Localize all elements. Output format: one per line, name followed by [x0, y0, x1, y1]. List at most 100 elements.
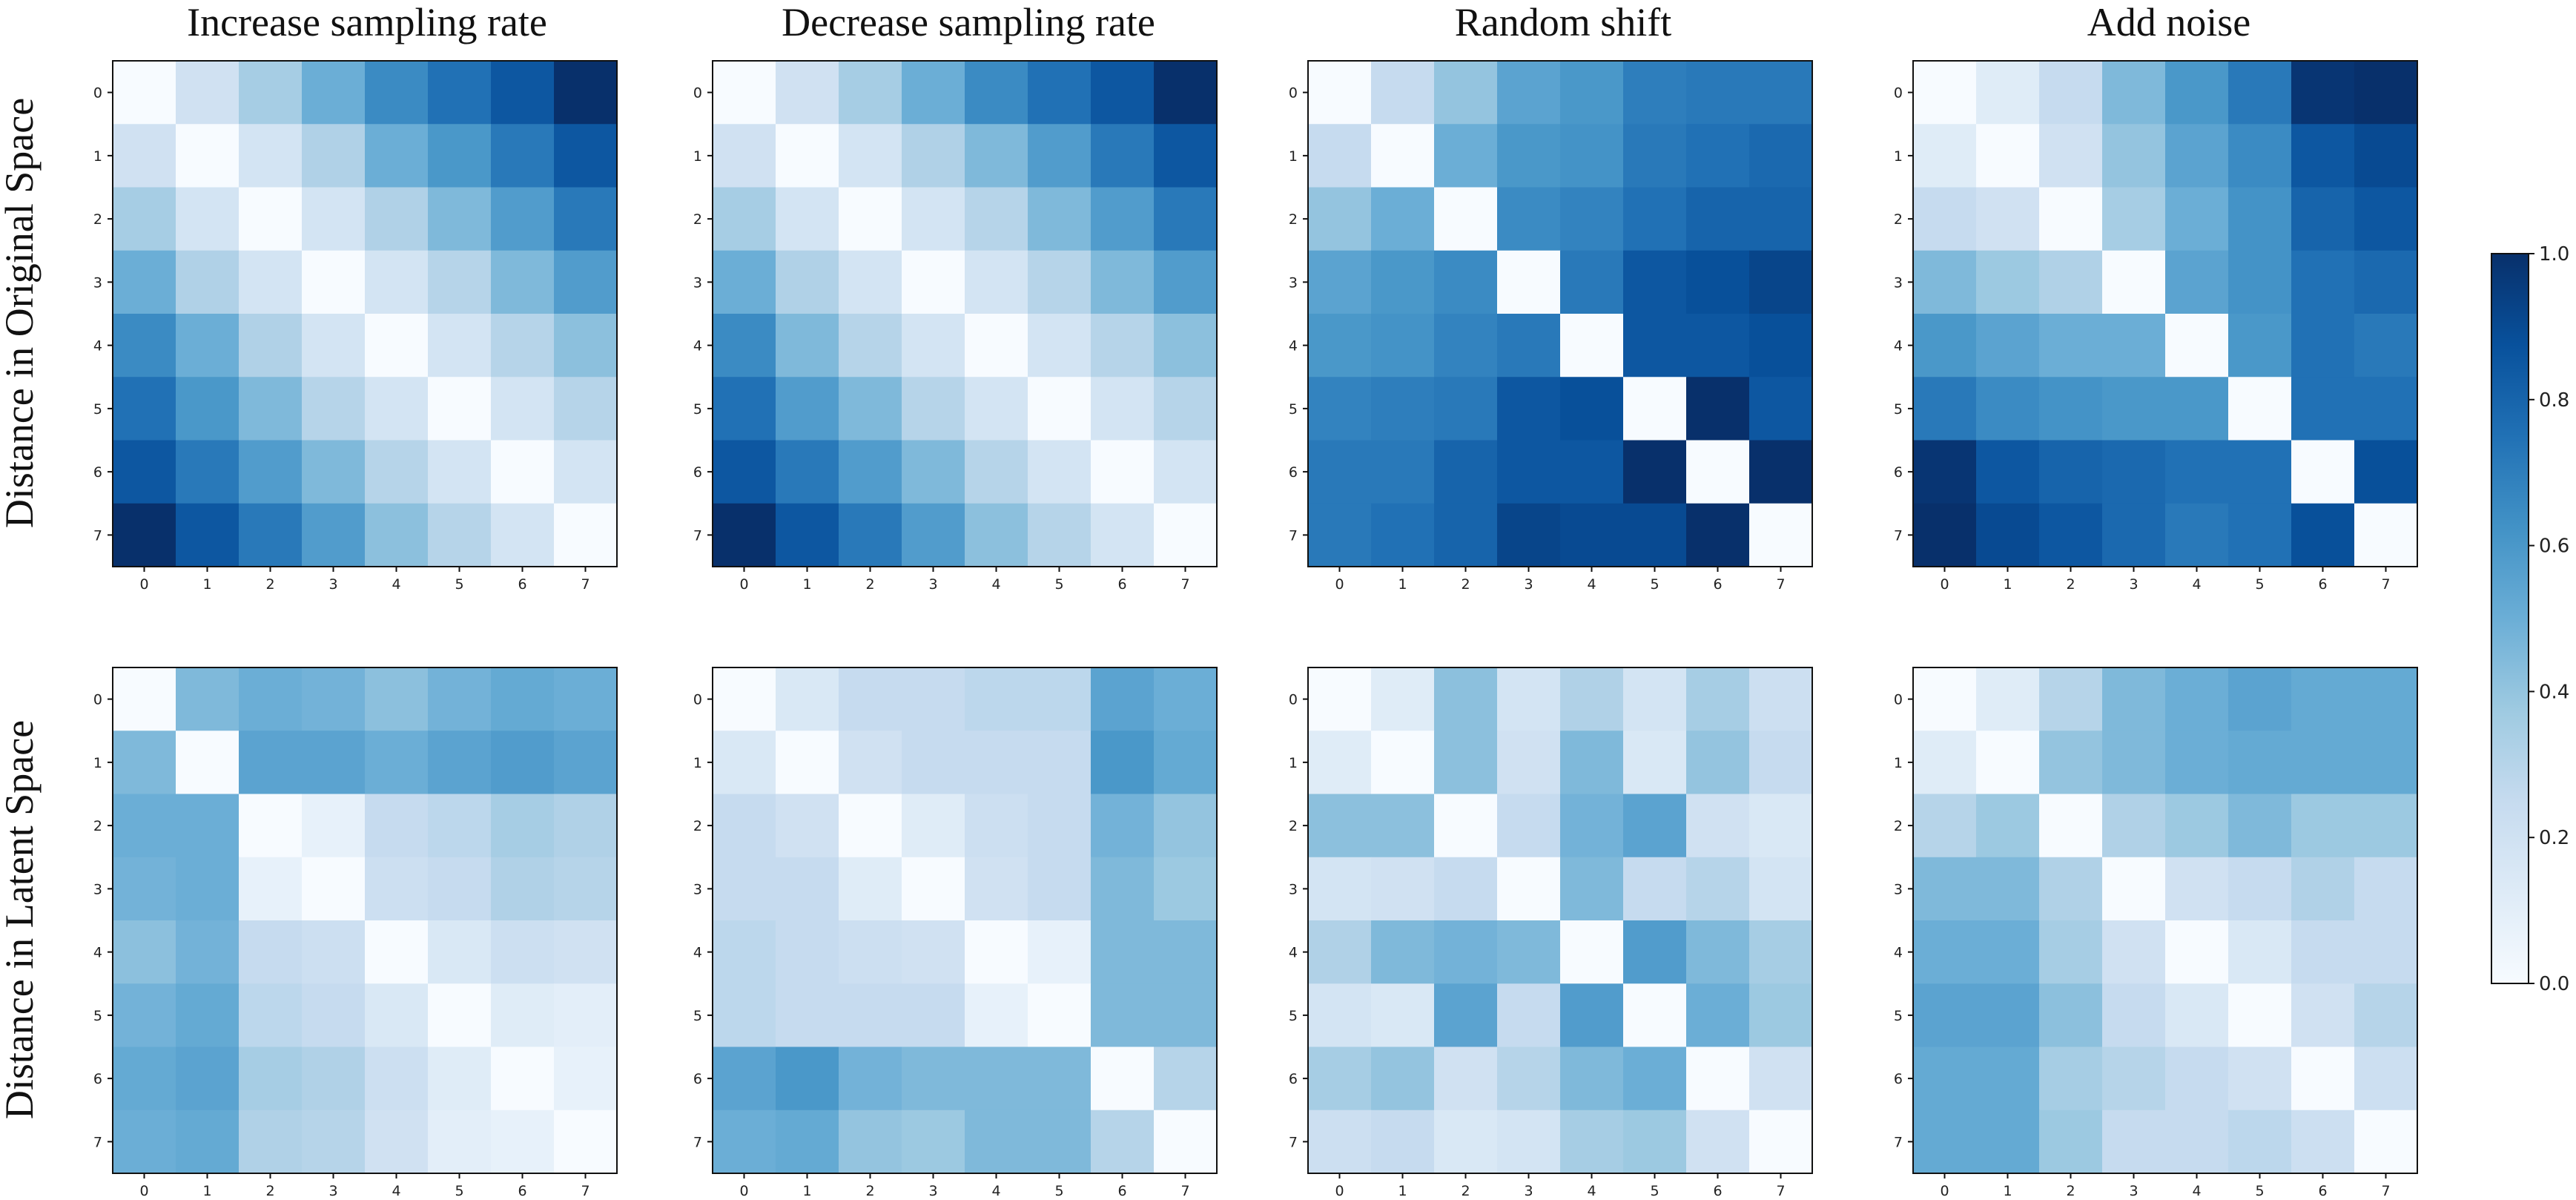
heatmap-cell — [113, 794, 176, 858]
heatmap-cell — [839, 124, 902, 188]
heatmap-cell — [713, 857, 776, 921]
heatmap-cell — [428, 250, 492, 314]
heatmap-cell — [1623, 983, 1687, 1048]
x-tick-label: 5 — [1650, 576, 1659, 593]
y-tick-label: 3 — [693, 274, 702, 291]
heatmap-cell — [1434, 920, 1498, 984]
heatmap-cell — [2165, 250, 2229, 314]
heatmap-cell — [2354, 377, 2418, 441]
column-title-decrease-sampling-rate: Decrease sampling rate — [782, 0, 1155, 44]
heatmap-cell — [1091, 794, 1155, 858]
heatmap-cell — [2102, 187, 2166, 251]
heatmap-cell — [2354, 857, 2418, 921]
x-tick-label: 1 — [802, 576, 811, 593]
heatmap-cell — [1371, 920, 1435, 984]
y-tick-label: 3 — [1289, 274, 1298, 291]
heatmap-cell — [1371, 1046, 1435, 1111]
heatmap-cell — [1976, 250, 2040, 314]
heatmap-cell — [1154, 731, 1218, 795]
y-tick-label: 7 — [1289, 527, 1298, 544]
heatmap-cell — [1560, 794, 1624, 858]
heatmap-cell — [428, 794, 492, 858]
heatmap-cell — [2228, 440, 2292, 504]
heatmap-cell — [965, 731, 1028, 795]
y-tick-label: 0 — [693, 85, 702, 102]
y-tick-label: 7 — [1894, 1134, 1903, 1150]
heatmap-cell — [365, 187, 429, 251]
heatmap-cell — [1434, 731, 1498, 795]
heatmap-cell — [1091, 1046, 1155, 1111]
heatmap-cell — [713, 250, 776, 314]
heatmap-cell — [239, 124, 303, 188]
x-tick-label: 4 — [392, 576, 400, 593]
heatmap-cell — [554, 794, 618, 858]
x-tick-label: 1 — [802, 1183, 811, 1199]
y-tick-label: 4 — [1894, 945, 1903, 961]
heatmap-cell — [302, 731, 366, 795]
heatmap-cell — [491, 920, 555, 984]
heatmap-cell — [1560, 920, 1624, 984]
heatmap-cell — [2228, 1110, 2292, 1174]
heatmap-cell — [965, 250, 1028, 314]
heatmap-cell — [491, 187, 555, 251]
heatmap-cell — [1154, 61, 1218, 125]
heatmap-cell — [1434, 124, 1498, 188]
heatmap-cell — [2102, 124, 2166, 188]
heatmap-cell — [239, 731, 303, 795]
heatmap-cell — [1686, 983, 1750, 1048]
heatmap-cell — [1560, 377, 1624, 441]
y-tick-label: 5 — [1289, 401, 1298, 418]
heatmap-cell — [965, 1046, 1028, 1111]
heatmap-cell — [1497, 124, 1561, 188]
heatmap-cell — [1686, 667, 1750, 731]
heatmap-cell — [1154, 314, 1218, 378]
heatmap-cell — [1434, 314, 1498, 378]
heatmap-cell — [1560, 731, 1624, 795]
heatmap-cell — [1308, 377, 1372, 441]
heatmap-cell — [1091, 187, 1155, 251]
heatmap-cell — [839, 857, 902, 921]
heatmap-cell — [428, 377, 492, 441]
heatmap-cell — [1028, 794, 1092, 858]
heatmap-cell — [2039, 983, 2103, 1048]
heatmap-cell — [902, 857, 965, 921]
y-tick-label: 7 — [1289, 1134, 1298, 1150]
heatmap-cell — [1749, 794, 1813, 858]
heatmap-cell — [302, 187, 366, 251]
heatmap-cell — [365, 857, 429, 921]
heatmap-cell — [2354, 440, 2418, 504]
heatmap-cell — [1686, 250, 1750, 314]
heatmap-cell — [902, 250, 965, 314]
heatmap-panel-r1-c3: 0 0 1 1 2 2 3 3 4 4 5 5 6 6 7 7 — [1894, 667, 2418, 1199]
colorbar-tick-label: 0.4 — [2539, 681, 2569, 703]
heatmap-cell — [1434, 1046, 1498, 1111]
heatmap-cell — [2039, 857, 2103, 921]
y-tick-label: 2 — [1894, 818, 1903, 834]
heatmap-cell — [554, 314, 618, 378]
heatmap-cell — [1371, 440, 1435, 504]
heatmap-cell — [1308, 1046, 1372, 1111]
heatmap-cell — [2165, 857, 2229, 921]
heatmap-cell — [1749, 667, 1813, 731]
y-tick-label: 4 — [693, 338, 702, 355]
x-tick-label: 3 — [328, 1183, 337, 1199]
heatmap-cell — [776, 794, 839, 858]
heatmap-cell — [1028, 503, 1092, 567]
y-tick-label: 5 — [93, 1008, 102, 1024]
heatmap-cell — [2291, 1110, 2355, 1174]
y-tick-label: 6 — [1289, 1071, 1298, 1087]
heatmap-cell — [239, 1046, 303, 1111]
heatmap-cell — [1686, 857, 1750, 921]
heatmap-cell — [1560, 124, 1624, 188]
heatmap-cell — [1749, 377, 1813, 441]
heatmap-cell — [428, 1046, 492, 1111]
colorbar: 0.0 0.2 0.4 0.6 0.8 1.0 — [2491, 243, 2569, 995]
heatmap-cell — [965, 314, 1028, 378]
heatmap-cell — [1371, 377, 1435, 441]
heatmap-cell — [1686, 920, 1750, 984]
heatmap-panels: 0 0 1 1 2 2 3 3 4 4 5 5 6 6 7 7 0 0 1 1 2 2 3 3 4 4 5 5 6 6 7 7 0 0 1 1 2 2 3 3… — [93, 60, 2418, 1199]
x-tick-label: 5 — [1054, 1183, 1063, 1199]
heatmap-cell — [176, 61, 240, 125]
x-tick-label: 7 — [1776, 1183, 1785, 1199]
heatmap-cell — [176, 124, 240, 188]
